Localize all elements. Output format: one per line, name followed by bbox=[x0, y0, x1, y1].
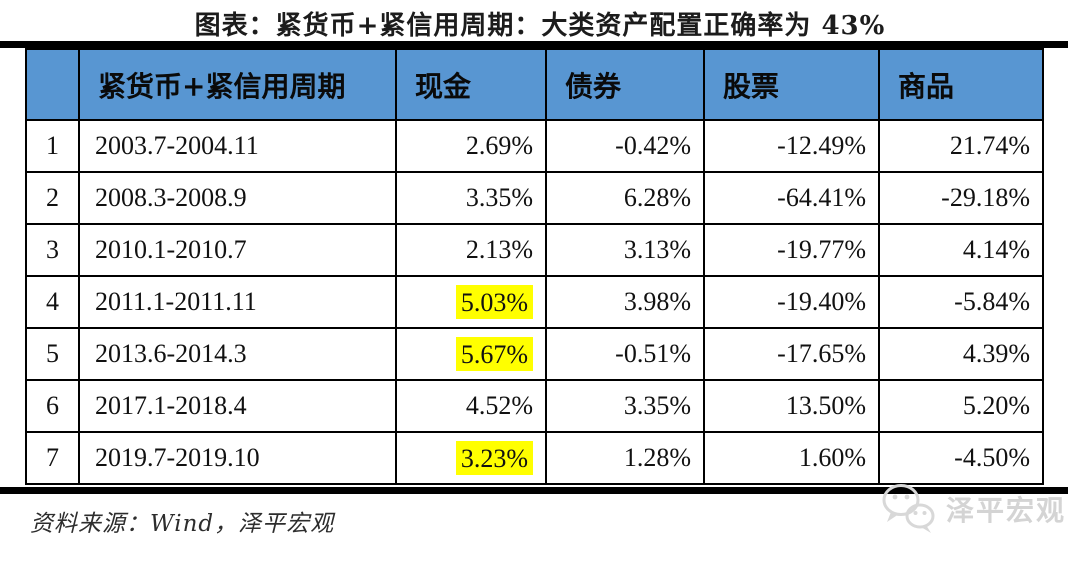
source-note: 资料来源：Wind，泽平宏观 bbox=[30, 511, 335, 537]
period-cell: 2008.3-2008.9 bbox=[78, 171, 397, 225]
row-number: 6 bbox=[25, 379, 80, 433]
bond-value: -0.51% bbox=[615, 339, 691, 368]
watermark-label: 泽平宏观 bbox=[945, 494, 1066, 527]
asset-allocation-table: 紧货币+紧信用周期 现金 债券 股票 商品 1 2003.7-2004.11 2… bbox=[25, 48, 1044, 485]
stock-value: 1.60% bbox=[798, 443, 866, 472]
commodity-value: -29.18% bbox=[941, 183, 1030, 212]
row-number: 5 bbox=[25, 327, 80, 381]
cash-value: 4.52% bbox=[465, 391, 533, 420]
watermark: 泽平宏观 bbox=[880, 482, 1066, 536]
commodity-value: 4.14% bbox=[962, 235, 1030, 264]
top-rule bbox=[0, 41, 1068, 48]
stock-value: -17.65% bbox=[777, 339, 866, 368]
period-cell: 2011.1-2011.11 bbox=[78, 275, 397, 329]
bond-value: 3.98% bbox=[623, 287, 691, 316]
commodity-value: 4.39% bbox=[962, 339, 1030, 368]
bond-value: 3.13% bbox=[623, 235, 691, 264]
cash-value: 3.35% bbox=[465, 183, 533, 212]
wechat-logo-icon bbox=[880, 482, 938, 536]
row-number: 4 bbox=[25, 275, 80, 329]
period-cell: 2017.1-2018.4 bbox=[78, 379, 397, 433]
row-number: 3 bbox=[25, 223, 80, 277]
row-number: 7 bbox=[25, 431, 80, 485]
stock-value: -64.41% bbox=[777, 183, 866, 212]
period-cell: 2019.7-2019.10 bbox=[78, 431, 397, 485]
commodity-value: 21.74% bbox=[949, 131, 1030, 160]
bond-value: 3.35% bbox=[623, 391, 691, 420]
table-row: 6 2017.1-2018.4 4.52% 3.35% 13.50% 5.20% bbox=[25, 379, 1044, 433]
bond-value: 1.28% bbox=[623, 443, 691, 472]
stock-value: -19.40% bbox=[777, 287, 866, 316]
header-cell-cash: 现金 bbox=[395, 48, 547, 121]
stock-value: 13.50% bbox=[785, 391, 866, 420]
period-cell: 2013.6-2014.3 bbox=[78, 327, 397, 381]
page-title: 图表：紧货币+紧信用周期：大类资产配置正确率为 43% bbox=[194, 11, 886, 41]
header-cell-stock: 股票 bbox=[703, 48, 880, 121]
commodity-value: 5.20% bbox=[962, 391, 1030, 420]
header-cell-bond: 债券 bbox=[545, 48, 705, 121]
commodity-value: -5.84% bbox=[954, 287, 1030, 316]
header-cell-index bbox=[25, 48, 80, 121]
row-number: 2 bbox=[25, 171, 80, 225]
period-cell: 2003.7-2004.11 bbox=[78, 119, 397, 173]
table-row: 7 2019.7-2019.10 3.23% 1.28% 1.60% -4.50… bbox=[25, 431, 1044, 485]
stock-value: -19.77% bbox=[777, 235, 866, 264]
table-row: 5 2013.6-2014.3 5.67% -0.51% -17.65% 4.3… bbox=[25, 327, 1044, 381]
commodity-value: -4.50% bbox=[954, 443, 1030, 472]
cash-value: 5.03% bbox=[455, 285, 533, 319]
cash-value: 3.23% bbox=[455, 441, 533, 475]
row-number: 1 bbox=[25, 119, 80, 173]
cash-value: 2.13% bbox=[465, 235, 533, 264]
bond-value: -0.42% bbox=[615, 131, 691, 160]
table-row: 4 2011.1-2011.11 5.03% 3.98% -19.40% -5.… bbox=[25, 275, 1044, 329]
bond-value: 6.28% bbox=[623, 183, 691, 212]
table-row: 3 2010.1-2010.7 2.13% 3.13% -19.77% 4.14… bbox=[25, 223, 1044, 277]
bottom-rule bbox=[0, 487, 1068, 494]
cash-value: 2.69% bbox=[465, 131, 533, 160]
header-cell-period: 紧货币+紧信用周期 bbox=[78, 48, 397, 121]
stock-value: -12.49% bbox=[777, 131, 866, 160]
header-cell-commodity: 商品 bbox=[878, 48, 1044, 121]
cash-value: 5.67% bbox=[455, 337, 533, 371]
header-row: 紧货币+紧信用周期 现金 债券 股票 商品 bbox=[25, 48, 1044, 121]
period-cell: 2010.1-2010.7 bbox=[78, 223, 397, 277]
table-row: 1 2003.7-2004.11 2.69% -0.42% -12.49% 21… bbox=[25, 119, 1044, 173]
table-row: 2 2008.3-2008.9 3.35% 6.28% -64.41% -29.… bbox=[25, 171, 1044, 225]
